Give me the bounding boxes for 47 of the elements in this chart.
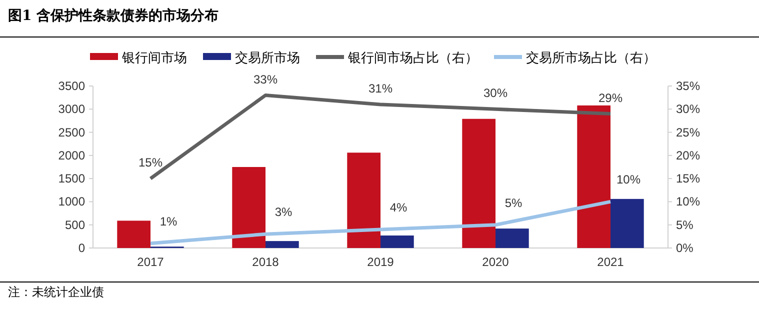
data-label: 10% bbox=[616, 172, 641, 187]
x-tick-label: 2018 bbox=[252, 255, 280, 269]
bar bbox=[347, 152, 380, 248]
y2-tick-label: 20% bbox=[676, 148, 700, 162]
y-tick-label: 3000 bbox=[58, 102, 86, 116]
x-tick-label: 2021 bbox=[597, 255, 624, 269]
legend-label: 交易所市场 bbox=[235, 50, 300, 65]
y2-tick-label: 0% bbox=[676, 241, 694, 255]
data-label: 33% bbox=[253, 72, 278, 86]
data-label: 1% bbox=[160, 214, 178, 228]
data-label: 3% bbox=[274, 205, 292, 220]
y2-tick-label: 5% bbox=[676, 218, 694, 232]
y2-tick-label: 10% bbox=[676, 194, 700, 209]
y2-tick-label: 35% bbox=[676, 79, 700, 93]
x-tick-label: 2020 bbox=[482, 255, 510, 269]
x-tick-label: 2017 bbox=[137, 255, 164, 269]
y2-tick-label: 25% bbox=[676, 125, 700, 140]
x-tick-label: 2019 bbox=[367, 255, 394, 269]
data-label: 4% bbox=[390, 200, 408, 214]
y-tick-label: 3500 bbox=[58, 79, 86, 93]
y-tick-label: 1500 bbox=[58, 172, 86, 186]
bar bbox=[496, 228, 529, 248]
line-series bbox=[148, 200, 612, 246]
data-label: 30% bbox=[483, 86, 508, 100]
y-tick-label: 0 bbox=[78, 241, 86, 255]
bar bbox=[266, 241, 299, 248]
bar bbox=[610, 198, 644, 248]
legend-label: 银行间市场占比（右） bbox=[347, 50, 478, 65]
bar bbox=[577, 105, 610, 248]
text: 注：未统计企业债 bbox=[8, 285, 104, 299]
data-label: 5% bbox=[504, 196, 522, 210]
bar bbox=[462, 118, 496, 248]
y-tick-label: 1000 bbox=[58, 194, 86, 209]
y2-tick-label: 15% bbox=[676, 172, 700, 186]
bar bbox=[232, 167, 266, 248]
legend-label: 银行间市场 bbox=[121, 50, 187, 65]
legend-label: 交易所市场占比（右） bbox=[526, 50, 656, 65]
bar bbox=[380, 236, 414, 248]
y-tick-label: 2500 bbox=[58, 125, 86, 140]
y2-tick-label: 30% bbox=[676, 102, 700, 116]
data-label: 31% bbox=[368, 82, 393, 96]
data-label: 15% bbox=[138, 156, 163, 170]
y-tick-label: 2000 bbox=[58, 148, 86, 162]
data-label: 29% bbox=[598, 90, 623, 105]
chart-title: 图1 含保护性条款债券的市场分布 bbox=[8, 7, 219, 24]
y-tick-label: 500 bbox=[64, 218, 86, 232]
bar bbox=[117, 220, 150, 248]
